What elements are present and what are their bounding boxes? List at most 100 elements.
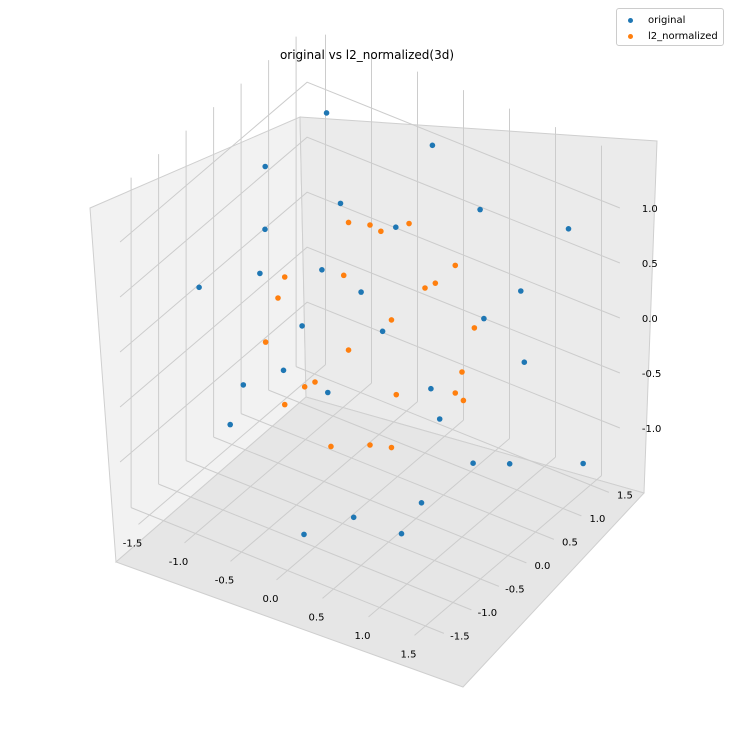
- y-tick-label: -0.5: [505, 584, 525, 595]
- data-point-original: [358, 289, 364, 295]
- grid-line-z: [119, 136, 621, 298]
- grid-line-y-floor: [295, 366, 610, 493]
- data-point-l2-normalized: [459, 369, 465, 375]
- data-point-original: [580, 460, 586, 467]
- legend-item-original: original: [617, 13, 685, 27]
- data-point-l2-normalized: [432, 280, 439, 286]
- data-point-original: [323, 110, 330, 116]
- tick-labels: -1.5 -1.0 -0.5 0.0 0.5 1.0 1.5 -1.5 -1.0 -0.5 0.0 0…: [123, 204, 662, 660]
- data-point-l2-normalized: [471, 325, 478, 331]
- data-point-original: [436, 416, 443, 422]
- data-point-l2-normalized: [452, 390, 459, 396]
- data-point-original: [240, 382, 247, 388]
- data-point-original: [350, 514, 357, 521]
- data-point-l2-normalized: [262, 339, 269, 345]
- grid-line-y-floor: [240, 413, 555, 540]
- legend-label-l2-normalized: l2_normalized: [648, 30, 718, 42]
- data-point-l2-normalized: [312, 379, 318, 385]
- data-point-l2-normalized: [378, 228, 384, 235]
- y-tick-label: 0.0: [534, 561, 550, 572]
- data-point-original: [393, 224, 399, 230]
- data-point-original: [262, 226, 268, 233]
- x-tick-label: 0.5: [309, 612, 325, 623]
- y-tick-label: -1.0: [478, 608, 498, 619]
- x-tick-label: -0.5: [215, 575, 235, 586]
- data-point-l2-normalized: [422, 285, 428, 291]
- data-point-l2-normalized: [345, 219, 352, 226]
- grid-line-z: [119, 191, 621, 353]
- data-point-original: [565, 226, 572, 232]
- data-point-l2-normalized: [406, 220, 412, 227]
- grid-line-y-floor: [130, 507, 445, 634]
- data-point-original: [337, 200, 344, 207]
- data-point-l2-normalized: [388, 444, 395, 451]
- data-point-l2-normalized: [367, 442, 373, 448]
- data-point-original: [257, 270, 263, 277]
- data-point-l2-normalized: [328, 443, 334, 450]
- z-tick-label: -0.5: [642, 369, 662, 380]
- data-point-original: [518, 288, 524, 294]
- x-tick-label: 1.5: [401, 649, 417, 660]
- data-point-original: [379, 328, 386, 335]
- data-point-original: [521, 359, 528, 366]
- grid-line-y-floor: [213, 436, 527, 564]
- series-original: [196, 110, 586, 538]
- grid-line-z: [119, 81, 621, 243]
- data-point-original: [470, 460, 476, 467]
- x-tick-label: 0.0: [263, 594, 279, 605]
- data-point-original: [280, 367, 287, 374]
- x-tick-label: -1.0: [169, 557, 189, 568]
- z-tick-label: -1.0: [642, 424, 662, 435]
- legend-item-l2-normalized: l2_normalized: [617, 29, 718, 43]
- data-point-l2-normalized: [452, 262, 459, 269]
- data-point-l2-normalized: [388, 317, 395, 323]
- grid-line-y-floor: [185, 460, 500, 587]
- chart-title: original vs l2_normalized(3d): [280, 48, 454, 62]
- data-point-original: [506, 461, 513, 467]
- data-point-original: [325, 389, 331, 396]
- legend-marker-original: [628, 17, 633, 23]
- z-tick-label: 0.0: [642, 314, 658, 325]
- data-point-original: [227, 421, 233, 428]
- z-tick-label: 0.5: [642, 259, 658, 270]
- grid-line-y-floor: [268, 389, 582, 517]
- data-point-l2-normalized: [345, 347, 352, 353]
- z-tick-label: 1.0: [642, 204, 658, 215]
- grid-lines: [119, 34, 621, 636]
- data-point-original: [428, 385, 434, 392]
- y-tick-label: 1.0: [589, 514, 605, 525]
- data-point-original: [301, 531, 307, 538]
- data-point-original: [262, 163, 269, 170]
- grid-line-z: [119, 246, 621, 408]
- x-tick-label: -1.5: [123, 538, 143, 549]
- grid-line-y-floor: [158, 483, 472, 611]
- data-point-l2-normalized: [340, 272, 347, 279]
- data-point-l2-normalized: [367, 222, 373, 228]
- data-point-original: [196, 284, 202, 291]
- data-point-l2-normalized: [301, 384, 308, 390]
- data-point-original: [418, 500, 425, 506]
- data-point-l2-normalized: [393, 391, 400, 398]
- legend-label-original: original: [648, 14, 686, 26]
- floor-pane: [115, 396, 645, 688]
- data-point-original: [299, 323, 305, 329]
- data-point-original: [398, 530, 405, 537]
- y-tick-label: 1.5: [617, 490, 633, 501]
- legend-marker-l2-normalized: [628, 33, 633, 39]
- series-l2-normalized: [262, 219, 478, 451]
- y-tick-label: -1.5: [450, 631, 470, 642]
- data-point-original: [481, 315, 487, 322]
- data-point-original: [477, 206, 483, 213]
- data-point-l2-normalized: [281, 274, 288, 280]
- data-point-l2-normalized: [275, 295, 281, 301]
- data-point-l2-normalized: [460, 397, 467, 404]
- x-tick-label: 1.0: [355, 631, 371, 642]
- data-point-original: [429, 142, 436, 149]
- legend: original l2_normalized: [616, 8, 724, 46]
- data-point-original: [319, 267, 325, 273]
- axes-panes: [89, 116, 658, 688]
- y-tick-label: 0.5: [562, 537, 578, 548]
- data-point-l2-normalized: [281, 401, 288, 408]
- grid-line-z: [119, 301, 621, 463]
